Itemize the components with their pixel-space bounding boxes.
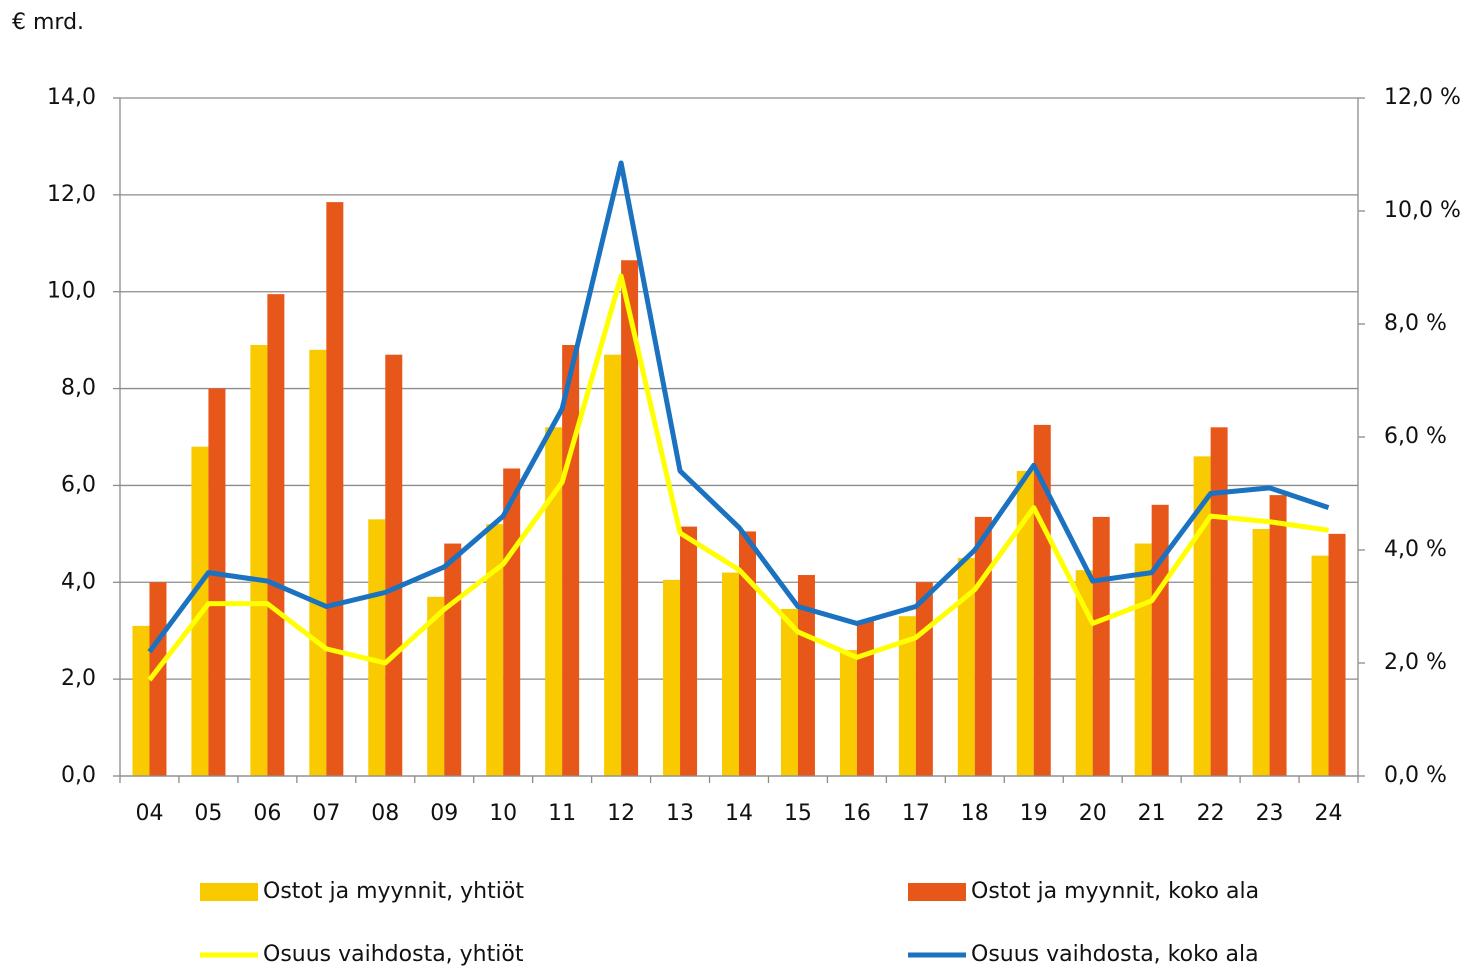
x-tick-label: 14 (725, 801, 753, 826)
bar (208, 388, 226, 776)
bar (385, 354, 403, 776)
bar (1311, 555, 1329, 776)
legend-label: Ostot ja myynnit, yhtiöt (263, 879, 524, 904)
bar (309, 349, 327, 776)
x-tick-label: 04 (135, 801, 163, 826)
x-tick-label: 18 (961, 801, 989, 826)
bar (915, 582, 933, 776)
bar (604, 354, 622, 776)
y2-tick-label: 12,0 % (1384, 85, 1461, 110)
bar (486, 524, 504, 776)
x-tick-label: 23 (1256, 801, 1284, 826)
bar (856, 621, 874, 776)
bar (267, 294, 285, 776)
bar (797, 575, 815, 776)
bar (562, 344, 580, 776)
x-tick-label: 19 (1020, 801, 1048, 826)
y2-tick-label: 2,0 % (1384, 650, 1447, 675)
x-tick-label: 21 (1138, 801, 1166, 826)
x-tick-label: 08 (371, 801, 399, 826)
bar (898, 616, 916, 776)
bar (680, 526, 698, 776)
x-tick-label: 12 (607, 801, 635, 826)
x-tick-label: 22 (1197, 801, 1225, 826)
y-tick-label: 4,0 (61, 569, 96, 594)
y-tick-label: 14,0 (47, 85, 96, 110)
x-tick-label: 15 (784, 801, 812, 826)
legend-swatch (200, 883, 258, 901)
bar (1151, 504, 1169, 776)
bar (1269, 495, 1287, 776)
bar (132, 625, 150, 776)
bar (1210, 427, 1228, 776)
bar (839, 650, 857, 776)
bar (722, 572, 739, 776)
x-tick-label: 09 (430, 801, 458, 826)
x-tick-label: 20 (1079, 801, 1107, 826)
bar (621, 260, 639, 776)
x-tick-label: 06 (253, 801, 281, 826)
x-tick-label: 17 (902, 801, 930, 826)
legend-label: Ostot ja myynnit, koko ala (971, 879, 1259, 904)
y-tick-label: 8,0 (61, 376, 96, 401)
x-tick-label: 05 (194, 801, 222, 826)
y2-tick-label: 0,0 % (1384, 763, 1447, 788)
bar (427, 596, 445, 776)
bar (1075, 570, 1093, 776)
legend-swatch (908, 883, 966, 901)
legend-label: Osuus vaihdosta, koko ala (971, 942, 1259, 967)
line (147, 273, 1329, 682)
legend-label: Osuus vaihdosta, yhtiöt (263, 942, 524, 967)
x-tick-label: 10 (489, 801, 517, 826)
y-tick-label: 2,0 (61, 666, 96, 691)
y2-tick-label: 4,0 % (1384, 537, 1447, 562)
bar (326, 202, 344, 776)
line (147, 160, 1330, 654)
bar (1252, 529, 1270, 776)
bar (368, 519, 386, 776)
y-tick-label: 0,0 (61, 763, 96, 788)
x-tick-label: 24 (1315, 801, 1343, 826)
bar (1092, 516, 1110, 776)
x-tick-label: 16 (843, 801, 871, 826)
bar (974, 516, 992, 776)
x-tick-label: 07 (312, 801, 340, 826)
y-tick-label: 10,0 (47, 279, 96, 304)
bar (545, 427, 563, 776)
bar (250, 344, 268, 776)
bar (1134, 543, 1152, 776)
bar (739, 531, 756, 776)
bar (957, 558, 975, 776)
bar (780, 608, 798, 776)
y2-tick-label: 8,0 % (1384, 311, 1447, 336)
x-tick-label: 11 (548, 801, 576, 826)
y-tick-label: 12,0 (47, 182, 96, 207)
y2-tick-label: 6,0 % (1384, 424, 1447, 449)
x-tick-label: 13 (666, 801, 694, 826)
y-axis-label: € mrd. (12, 10, 84, 35)
bar (1016, 470, 1034, 776)
bar (663, 579, 681, 776)
y2-tick-label: 10,0 % (1384, 198, 1461, 223)
bar (1328, 533, 1346, 776)
bar (444, 543, 462, 776)
y-tick-label: 6,0 (61, 472, 96, 497)
